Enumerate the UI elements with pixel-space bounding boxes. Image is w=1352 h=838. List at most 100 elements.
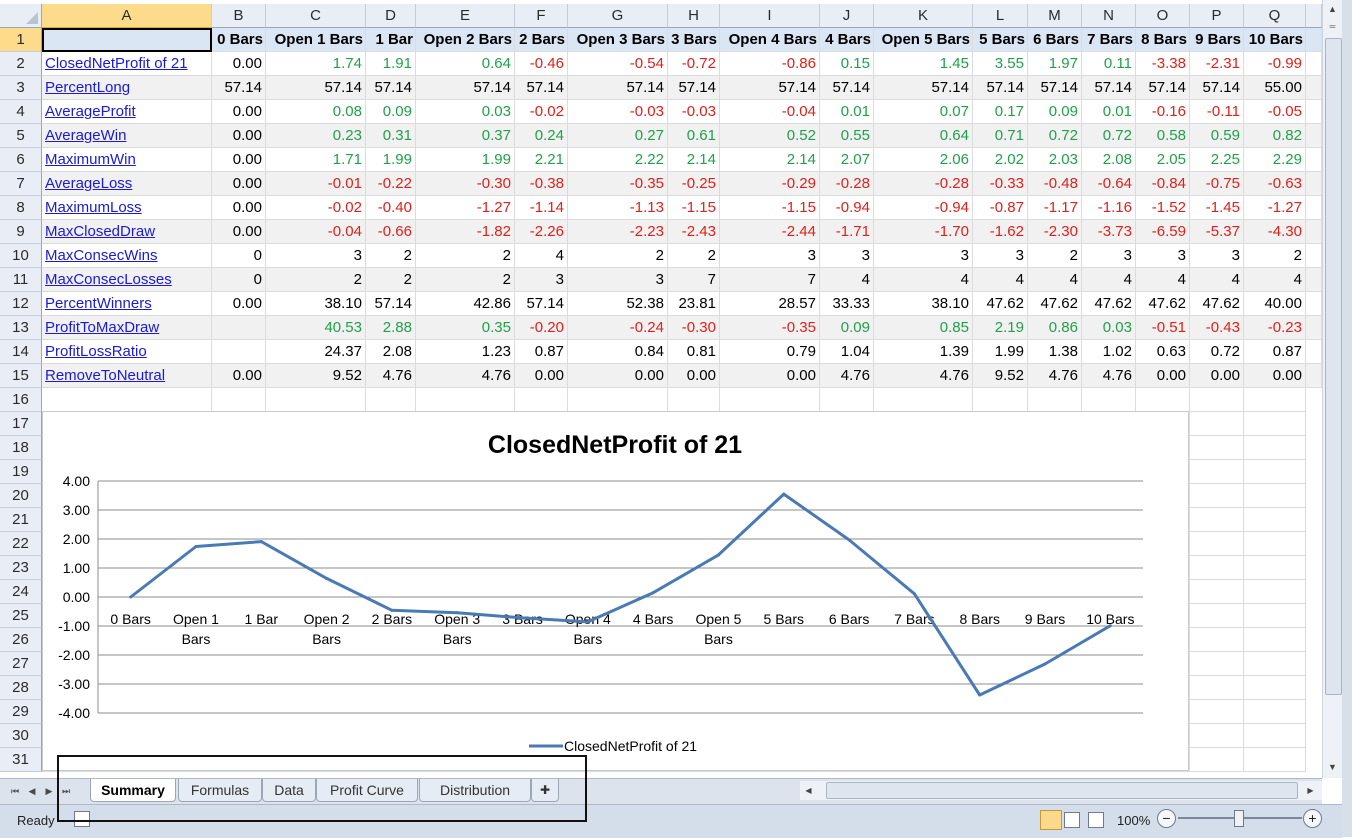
table-cell[interactable]: 0.58 [1136, 124, 1190, 148]
table-cell[interactable]: -0.20 [515, 316, 568, 340]
vertical-scrollbar[interactable]: ▲ ═ ▼ [1322, 0, 1343, 778]
table-cell[interactable]: -0.29 [720, 172, 820, 196]
header-cell[interactable]: 5 Bars [973, 28, 1028, 52]
column-header-B[interactable]: B [212, 4, 266, 28]
table-cell[interactable]: 1.23 [416, 340, 515, 364]
metric-link[interactable]: PercentWinners [42, 292, 212, 316]
table-cell[interactable]: -0.63 [1244, 172, 1306, 196]
table-cell[interactable]: 0.00 [212, 124, 266, 148]
table-cell[interactable]: 0.00 [1190, 364, 1244, 388]
table-cell[interactable]: -0.28 [820, 172, 874, 196]
table-cell[interactable]: -2.26 [515, 220, 568, 244]
horizontal-scroll-thumb[interactable] [826, 782, 1298, 799]
table-cell[interactable]: 2.29 [1244, 148, 1306, 172]
table-cell[interactable]: -0.05 [1244, 100, 1306, 124]
tab-distribution[interactable]: Distribution [419, 779, 531, 802]
table-cell[interactable]: -1.14 [515, 196, 568, 220]
normal-view-icon[interactable] [1040, 810, 1062, 830]
table-cell[interactable]: 0.72 [1028, 124, 1082, 148]
header-cell[interactable]: Open 1 Bars [266, 28, 366, 52]
row-header-10[interactable]: 10 [0, 244, 42, 268]
table-cell[interactable]: 0.00 [668, 364, 720, 388]
column-header-L[interactable]: L [973, 4, 1028, 28]
table-cell[interactable]: 2.88 [366, 316, 416, 340]
table-cell[interactable]: 0.84 [568, 340, 668, 364]
table-cell[interactable]: -0.23 [1244, 316, 1306, 340]
column-header-N[interactable]: N [1082, 4, 1136, 28]
table-cell[interactable]: 2.14 [720, 148, 820, 172]
line-chart[interactable]: ClosedNetProfit of 21 4.00 3.00 2.00 1.00 0.0… [42, 411, 1189, 771]
table-cell[interactable]: 0 [212, 268, 266, 292]
empty-cell[interactable] [1190, 580, 1244, 604]
header-cell[interactable]: 7 Bars [1082, 28, 1136, 52]
table-cell[interactable]: 24.37 [266, 340, 366, 364]
table-cell[interactable]: 4 [1028, 268, 1082, 292]
row-header-20[interactable]: 20 [0, 484, 42, 508]
table-cell[interactable]: -0.54 [568, 52, 668, 76]
table-cell[interactable] [212, 316, 266, 340]
vertical-scroll-thumb[interactable] [1325, 38, 1342, 695]
row-header-6[interactable]: 6 [0, 148, 42, 172]
table-cell[interactable]: -2.43 [668, 220, 720, 244]
table-cell[interactable]: -0.48 [1028, 172, 1082, 196]
table-cell[interactable]: 0.03 [416, 100, 515, 124]
table-cell[interactable]: 57.14 [668, 76, 720, 100]
table-cell[interactable]: 0.00 [212, 172, 266, 196]
row-header-9[interactable]: 9 [0, 220, 42, 244]
table-cell[interactable]: -0.30 [416, 172, 515, 196]
table-cell[interactable]: 4 [515, 244, 568, 268]
table-cell[interactable]: -0.38 [515, 172, 568, 196]
table-cell[interactable]: 3 [515, 268, 568, 292]
table-cell[interactable]: -0.40 [366, 196, 416, 220]
table-cell[interactable]: -0.87 [973, 196, 1028, 220]
table-cell[interactable]: 2.21 [515, 148, 568, 172]
page-layout-icon[interactable] [1064, 812, 1080, 828]
table-cell[interactable]: 0.00 [720, 364, 820, 388]
table-cell[interactable]: 47.62 [1190, 292, 1244, 316]
tab-data[interactable]: Data [262, 779, 316, 802]
table-cell[interactable]: 4.76 [366, 364, 416, 388]
empty-cell[interactable] [1244, 748, 1306, 772]
table-cell[interactable]: -0.22 [366, 172, 416, 196]
table-cell[interactable]: 0.00 [212, 220, 266, 244]
row-header-3[interactable]: 3 [0, 76, 42, 100]
table-cell[interactable]: -5.37 [1190, 220, 1244, 244]
table-cell[interactable]: 57.14 [874, 76, 973, 100]
row-header-5[interactable]: 5 [0, 124, 42, 148]
table-cell[interactable]: 0.03 [1082, 316, 1136, 340]
table-cell[interactable]: 7 [720, 268, 820, 292]
table-cell[interactable]: -0.01 [266, 172, 366, 196]
table-cell[interactable]: 38.10 [266, 292, 366, 316]
table-cell[interactable]: -0.35 [568, 172, 668, 196]
table-cell[interactable]: -0.03 [668, 100, 720, 124]
table-cell[interactable]: 2 [366, 268, 416, 292]
column-header-G[interactable]: G [568, 4, 668, 28]
next-sheet-icon[interactable]: ▶ [45, 786, 53, 796]
page-break-preview-icon[interactable] [1088, 812, 1104, 828]
table-cell[interactable]: 0 [212, 244, 266, 268]
table-cell[interactable]: 4 [1190, 268, 1244, 292]
table-cell[interactable]: 57.14 [515, 292, 568, 316]
empty-cell[interactable] [973, 388, 1028, 412]
empty-cell[interactable] [1136, 388, 1190, 412]
empty-cell[interactable] [1028, 388, 1082, 412]
table-cell[interactable]: 57.14 [1082, 76, 1136, 100]
table-cell[interactable]: 2.07 [820, 148, 874, 172]
table-cell[interactable]: 0.01 [820, 100, 874, 124]
empty-cell[interactable] [1244, 580, 1306, 604]
row-header-23[interactable]: 23 [0, 556, 42, 580]
row-header-25[interactable]: 25 [0, 604, 42, 628]
row-header-1[interactable]: 1 [0, 28, 42, 52]
table-cell[interactable]: -6.59 [1136, 220, 1190, 244]
row-header-13[interactable]: 13 [0, 316, 42, 340]
empty-cell[interactable] [1244, 484, 1306, 508]
row-header-14[interactable]: 14 [0, 340, 42, 364]
empty-cell[interactable] [42, 388, 212, 412]
row-header-17[interactable]: 17 [0, 412, 42, 436]
table-cell[interactable]: 0.37 [416, 124, 515, 148]
empty-cell[interactable] [668, 388, 720, 412]
empty-cell[interactable] [1244, 628, 1306, 652]
table-cell[interactable]: 0.72 [1190, 340, 1244, 364]
table-cell[interactable]: -0.46 [515, 52, 568, 76]
